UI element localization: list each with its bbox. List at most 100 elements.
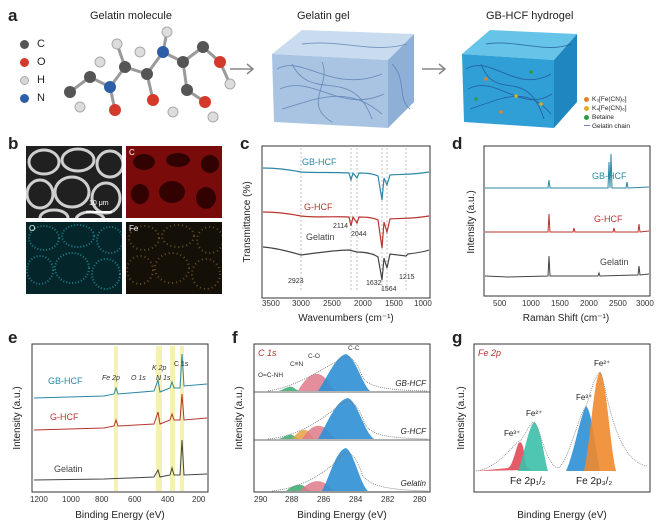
- panel-a-letter: a: [8, 6, 18, 25]
- c1s-tick-label: 290: [254, 495, 268, 504]
- raman-tick-label: 1000: [522, 299, 540, 308]
- c1s-tick-label: 284: [349, 495, 363, 504]
- c1s-envelope-g-hcf: [267, 401, 429, 440]
- arrow-right-icon: [422, 63, 447, 75]
- xps-tick-label: 200: [192, 495, 206, 504]
- xps-peak-label: C 1s: [174, 361, 189, 368]
- c1s-tick-label: 286: [317, 495, 331, 504]
- ftir-plot-frame: [261, 145, 431, 299]
- xps-peak-label: K 2p: [152, 365, 167, 372]
- raman-curve-gelatin: [484, 255, 650, 278]
- hydrogel-legend-label: K₄[Fe(CN)₆]: [592, 105, 627, 112]
- raman-tick-label: 2000: [580, 299, 598, 308]
- c1s-peak-label: C≡N: [290, 361, 303, 368]
- raman-tick-label: 3000: [636, 299, 654, 308]
- atom-legend-label: O: [37, 56, 46, 68]
- c1s-chart: C 1s O=C-NH C≡N C-O C-C GB-HCF G-HCF Gel…: [234, 343, 431, 521]
- scale-bar-label: 10 μm: [89, 200, 109, 207]
- sem-image: [26, 146, 122, 218]
- atom-legend-label: N: [37, 92, 45, 104]
- betaine-dot-icon: [584, 115, 589, 120]
- panel-e-letter: e: [8, 328, 18, 347]
- ferrocyanide-dot-icon: [584, 106, 589, 111]
- ftir-peak-label: 1632: [366, 280, 382, 287]
- xps-tick-label: 400: [161, 495, 175, 504]
- ftir-peak-label: 1564: [381, 286, 397, 293]
- ftir-tick-label: 1000: [414, 299, 432, 308]
- c1s-tick-label: 282: [381, 495, 395, 504]
- raman-tick-label: 2500: [609, 299, 627, 308]
- carbon-atom-icon: [20, 39, 29, 49]
- ftir-label-gb-hcf: GB-HCF: [302, 157, 337, 167]
- xps-label-gb-hcf: GB-HCF: [48, 376, 83, 386]
- raman-y-axis-label: Intensity (a.u.): [466, 190, 477, 253]
- xps-label-g-hcf: G-HCF: [50, 412, 79, 422]
- xps-tick-label: 1000: [62, 495, 80, 504]
- ftir-curve-g-hcf: [262, 211, 430, 249]
- eds-mapping-grid: 10 μm C O Fe: [26, 146, 222, 294]
- raman-tick-label: 500: [493, 299, 507, 308]
- raman-curve-gb-hcf: [485, 153, 650, 189]
- ftir-peak-label: 2923: [288, 278, 304, 285]
- raman-label-g-hcf: G-HCF: [594, 214, 623, 224]
- xps-tick-label: 800: [95, 495, 109, 504]
- xps-peak-label: N 1s: [156, 375, 171, 382]
- oxygen-atom-icon: [20, 57, 29, 67]
- xps-label-gelatin: Gelatin: [54, 464, 83, 474]
- gelatin-molecule-illustration: [64, 26, 236, 123]
- gelatin-gel-title: Gelatin gel: [297, 10, 350, 22]
- xps-survey-chart: 1200 1000 800 600 400 200 Binding Energy…: [12, 343, 209, 521]
- ftir-tick-label: 3000: [292, 299, 310, 308]
- xps-plot-frame: [31, 343, 209, 493]
- raman-x-axis-label: Raman Shift (cm⁻¹): [523, 313, 609, 324]
- c1s-envelope-gelatin: [271, 452, 429, 492]
- ftir-reference-lines: [300, 148, 407, 292]
- hydrogel-legend: K₃[Fe(CN)₆] K₄[Fe(CN)₆] Betaine Gelatin …: [584, 95, 630, 131]
- c1s-label-gb-hcf: GB-HCF: [395, 379, 427, 388]
- fe2p-peak-label: Fe³⁺: [504, 429, 520, 438]
- xps-curve-g-hcf: [33, 393, 208, 431]
- c1s-label-gelatin: Gelatin: [401, 479, 427, 488]
- ftir-y-axis-label: Transmittance (%): [242, 181, 253, 262]
- nitrogen-atom-icon: [20, 93, 29, 103]
- atom-legend-item: H: [20, 74, 46, 86]
- atom-legend-label: C: [37, 38, 45, 50]
- ftir-tick-label: 3500: [262, 299, 280, 308]
- carbon-map-label: C: [129, 148, 135, 157]
- ftir-curve-gb-hcf: [262, 167, 430, 201]
- raman-label-gelatin: Gelatin: [600, 257, 629, 267]
- hydrogel-legend-label: Betaine: [592, 114, 615, 121]
- hydrogel-legend-item: K₄[Fe(CN)₆]: [584, 104, 630, 113]
- ftir-tick-label: 2500: [323, 299, 341, 308]
- raman-curve-g-hcf: [485, 213, 650, 233]
- fe2p-peak-label: Fe²⁺: [594, 359, 610, 368]
- fe2p-y-axis-label: Intensity (a.u.): [456, 386, 467, 449]
- xps-curve-gb-hcf: [33, 353, 208, 399]
- fe2p-peak-label: Fe³⁺: [576, 393, 592, 402]
- xps-y-axis-label: Intensity (a.u.): [12, 386, 23, 449]
- panel-g-letter: g: [452, 328, 463, 347]
- atom-legend-item: N: [20, 92, 46, 104]
- gelatin-gel-cube-illustration: [272, 30, 414, 128]
- c1s-label-g-hcf: G-HCF: [401, 427, 427, 436]
- hydrogel-legend-label: Gelatin chain: [592, 123, 630, 130]
- panel-c-letter: c: [240, 134, 250, 153]
- fe2p-peak-label: Fe²⁺: [526, 409, 542, 418]
- fe2p-x-axis-label: Binding Energy (eV): [517, 510, 607, 521]
- oxygen-map-label: O: [29, 224, 36, 233]
- panel-f-letter: f: [232, 328, 238, 347]
- gelatin-molecule-title: Gelatin molecule: [90, 10, 172, 22]
- ftir-curve-gelatin: [262, 246, 430, 281]
- atom-legend: C O H N: [20, 38, 46, 104]
- gelatin-chain-line-icon: [584, 124, 590, 129]
- ferricyanide-dot-icon: [584, 97, 589, 102]
- xps-tick-label: 600: [128, 495, 142, 504]
- iron-map-image: [126, 222, 222, 294]
- hydrogel-legend-label: K₃[Fe(CN)₆]: [592, 96, 627, 103]
- hydrogel-legend-item: Betaine: [584, 113, 630, 122]
- fe2p-region-label: Fe 2p₁/₂: [510, 476, 546, 487]
- c1s-peak-label: C-C: [348, 345, 360, 352]
- ftir-chart: 3500 3000 2500 2000 1500 1000 Wavenumber…: [242, 145, 432, 324]
- raman-chart: 500 1000 1500 2000 2500 3000 Raman Shift…: [466, 145, 654, 324]
- raman-label-gb-hcf: GB-HCF: [592, 171, 627, 181]
